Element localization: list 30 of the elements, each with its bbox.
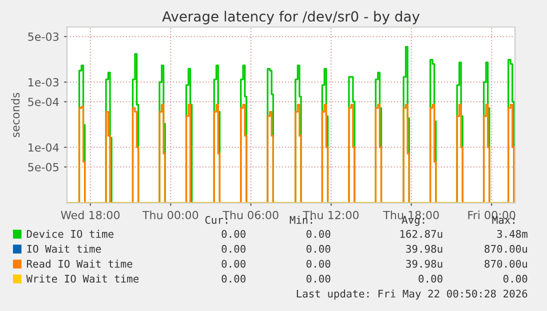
legend-label: IO Wait time bbox=[27, 244, 101, 253]
y-axis-title: seconds bbox=[11, 92, 20, 138]
text: 870.00u bbox=[484, 244, 527, 253]
y-tick-label: 5e-04 bbox=[28, 98, 59, 106]
x-tick-label: Wed 18:00 bbox=[60, 210, 120, 220]
text: 0.00 bbox=[222, 244, 246, 253]
text: 0.00 bbox=[306, 230, 330, 238]
text: 0.00 bbox=[306, 244, 330, 253]
legend-label: Device IO time bbox=[26, 230, 114, 238]
text: 0.00 bbox=[306, 260, 330, 268]
chart-title: Average latency for /dev/sr0 - by day bbox=[162, 10, 420, 24]
y-tick-label: 5e-03 bbox=[28, 32, 58, 41]
text: 0.00 bbox=[222, 260, 246, 268]
text: 0.00 bbox=[503, 274, 528, 283]
legend-label: Read IO Wait time bbox=[26, 260, 132, 268]
legend-label: Write IO Wait time bbox=[26, 274, 139, 283]
text: 162.87u bbox=[400, 230, 442, 238]
text: 3.48m bbox=[497, 230, 528, 238]
text: 0.00 bbox=[418, 274, 442, 283]
text: 0.00 bbox=[222, 230, 246, 238]
y-tick-label: 1e-04 bbox=[28, 143, 59, 152]
text: 39.98u bbox=[406, 260, 442, 268]
text: 0.00 bbox=[306, 274, 330, 283]
y-tick-label: 5e-05 bbox=[28, 162, 58, 172]
text: 39.98u bbox=[406, 244, 442, 253]
text: 0.00 bbox=[222, 274, 246, 283]
text: 870.00u bbox=[484, 260, 527, 268]
text: Last update: Fri May 22 00:50:28 2026 bbox=[296, 290, 528, 300]
x-tick-label: Thu 00:00 bbox=[142, 210, 198, 220]
y-tick-label: 1e-03 bbox=[28, 78, 58, 86]
